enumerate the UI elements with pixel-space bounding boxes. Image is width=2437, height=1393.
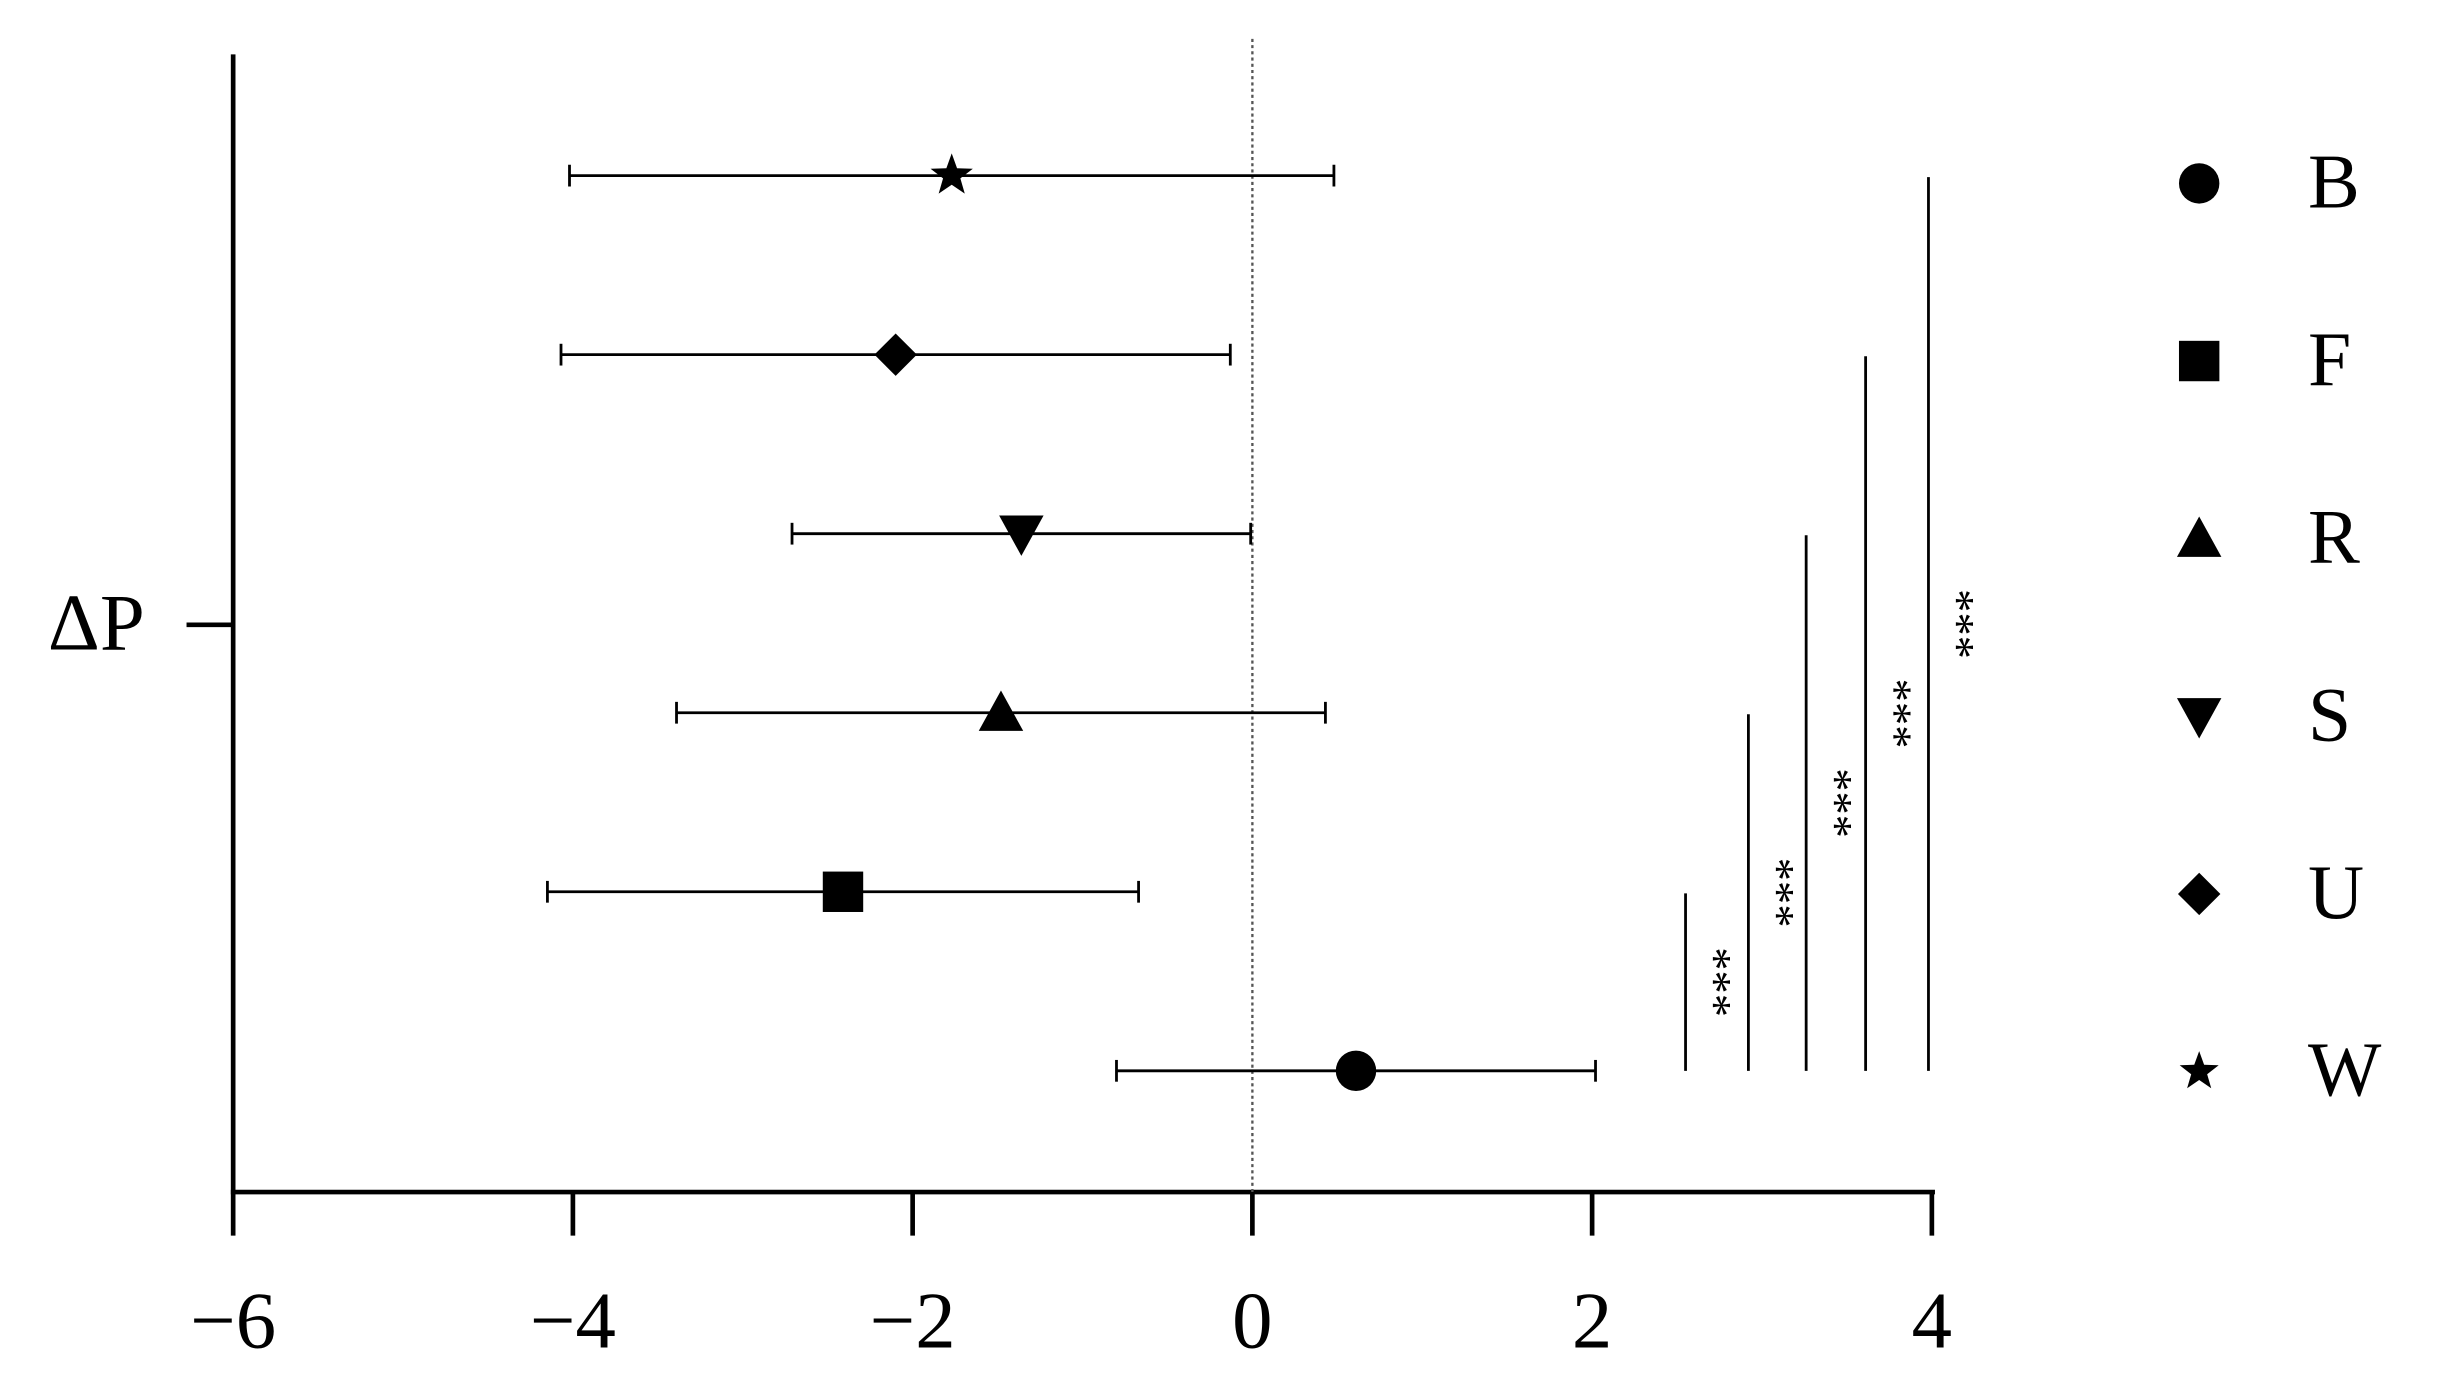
data-point [978,690,1024,731]
legend-label: U [2308,849,2364,935]
legend-marker [2177,872,2221,916]
y-category-label: ΔP [48,579,145,668]
legend-marker [2178,340,2220,382]
x-tick-label: −2 [870,1276,956,1365]
data-point [822,871,864,912]
significance-label: *** [1809,768,1861,838]
legend-label: R [2308,494,2360,580]
legend-label: F [2308,316,2351,402]
data-point [999,515,1044,556]
data-point [1335,1050,1377,1092]
legend-label: B [2308,138,2360,224]
legend-marker [2176,698,2222,739]
significance-label: *** [1752,858,1804,928]
x-tick-label: 4 [1912,1276,1952,1365]
x-tick-label: −6 [190,1276,276,1365]
significance-label: *** [1932,589,1984,659]
data-point [930,153,973,194]
legend-marker [2178,163,2220,204]
x-tick-label: −4 [530,1276,616,1365]
data-point [874,333,917,376]
legend-label: W [2308,1027,2382,1113]
legend-marker [2179,1051,2219,1089]
legend-marker [2176,516,2222,557]
x-tick-label: 0 [1232,1276,1272,1365]
significance-label: *** [1689,947,1741,1017]
significance-label: *** [1869,679,1921,749]
x-tick-label: 2 [1572,1276,1612,1365]
legend-label: S [2308,671,2351,757]
